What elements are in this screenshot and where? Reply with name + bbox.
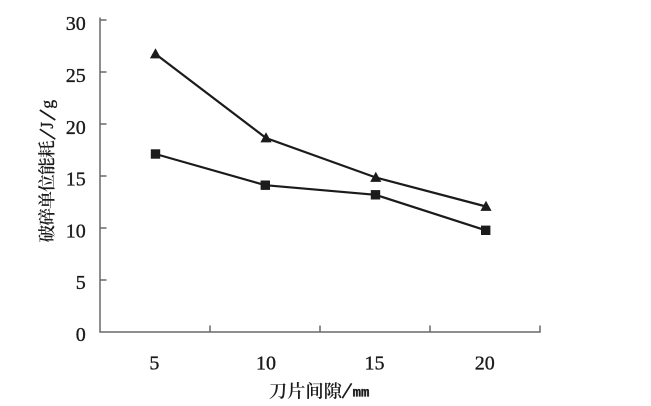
svg-text:0: 0 bbox=[76, 324, 86, 346]
svg-text:g: g bbox=[37, 100, 57, 109]
svg-text:25: 25 bbox=[66, 65, 86, 87]
svg-text:15: 15 bbox=[66, 169, 86, 191]
svg-text:30: 30 bbox=[66, 13, 86, 35]
svg-text:10: 10 bbox=[66, 220, 86, 242]
svg-text:5: 5 bbox=[149, 353, 159, 375]
svg-text:5: 5 bbox=[76, 272, 86, 294]
svg-text:15: 15 bbox=[365, 353, 385, 375]
svg-text:20: 20 bbox=[475, 353, 495, 375]
svg-text:10: 10 bbox=[256, 353, 276, 375]
svg-text:20: 20 bbox=[66, 117, 86, 139]
svg-text:J: J bbox=[37, 122, 57, 129]
svg-text:mm: mm bbox=[353, 386, 370, 402]
